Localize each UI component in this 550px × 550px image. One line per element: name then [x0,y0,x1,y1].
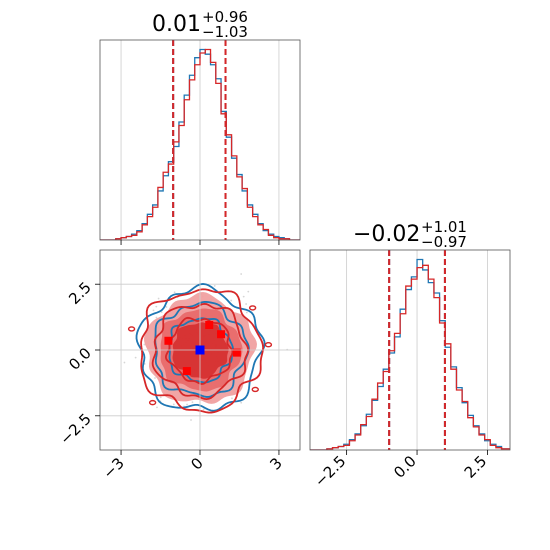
stray-contour-1 [248,305,257,311]
sample-point [155,305,158,308]
sample-point [240,273,243,275]
title-y-upper: +1.01 [421,218,467,236]
marginal-y-grid [346,250,488,450]
joint-contour-panel: −3 0 3 2.5 0.0 −2.5 [56,249,301,482]
marginal-x-grid [120,40,280,240]
histogram-step-series-0 [100,48,300,240]
title-y-lower: −0.97 [421,233,467,251]
joint-y-ticks: 2.5 0.0 −2.5 [56,278,100,448]
sample-point [240,401,243,404]
title-x-median: 0.01 [152,12,201,37]
marginal-y-x-ticks: −2.5 0.0 2.5 [311,450,490,491]
sample-point [172,403,175,406]
x-tick-label: 3 [266,454,285,473]
sample-point [123,361,126,364]
marginal-y-series [310,250,510,450]
marginal-x-histogram [99,39,301,245]
red-sample-marker-0 [164,336,173,345]
sample-point [154,377,156,379]
sample-point [152,309,155,312]
red-sample-marker-3 [182,367,191,376]
marginal-x-series [100,40,300,240]
sample-point [245,303,248,305]
y-tick-label: −2.5 [56,410,94,448]
red-sample-marker-2 [217,330,226,339]
sample-point [242,295,245,298]
sample-point [213,284,216,287]
sample-point [165,306,168,308]
sample-point [245,311,248,314]
true-value-marker [195,345,205,355]
stray-contour-3 [148,399,157,406]
sample-point [173,291,176,294]
x-tick-label: −2.5 [311,452,349,490]
sample-point [143,343,146,346]
sample-point [230,299,233,302]
title-marginal-x: 0.01 +0.96 −1.03 [152,8,248,41]
marginal-y-histogram: −2.5 0.0 2.5 [309,249,511,491]
stray-contour-4 [251,386,259,393]
sample-point [202,408,205,411]
histogram-step-series-1 [100,48,300,240]
sample-point [159,396,162,399]
stray-contour-2 [264,342,273,348]
joint-x-ticks: −3 0 3 [100,450,286,482]
x-tick-label: 2.5 [461,452,491,482]
sample-point [191,401,194,404]
sample-point [186,403,188,406]
title-marginal-y: −0.02 +1.01 −0.97 [353,218,467,251]
title-y-median: −0.02 [353,222,420,247]
y-tick-label: 0.0 [65,344,95,374]
title-x-lower: −1.03 [202,23,248,41]
sample-point [155,316,158,319]
sample-point [157,297,160,300]
sample-point [134,356,137,359]
title-x-upper: +0.96 [202,8,248,26]
y-tick-label: 2.5 [65,278,95,308]
x-tick-label: 0 [187,454,206,473]
sample-point [160,311,163,313]
sample-point [247,290,250,293]
joint-contours [88,250,300,450]
red-sample-marker-1 [205,321,214,329]
red-sample-marker-4 [232,348,241,357]
sample-point [88,316,90,318]
x-tick-label: −3 [100,454,128,482]
sample-point [156,406,158,409]
histogram-step-series-0 [310,258,510,450]
sample-point [231,397,233,400]
stray-contour-0 [127,326,136,332]
x-tick-label: 0.0 [390,452,420,482]
histogram-step-series-1 [310,264,510,450]
sample-point [190,419,192,421]
marginal-y-frame [309,249,511,451]
